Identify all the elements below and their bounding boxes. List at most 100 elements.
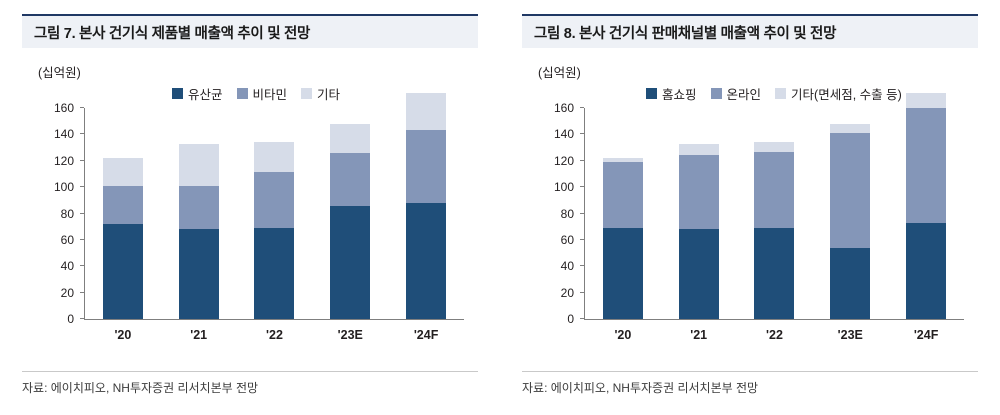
bar-segment	[754, 142, 795, 152]
bar-segment	[178, 185, 219, 230]
bar-stack[interactable]	[406, 92, 447, 319]
x-tick-label: '22	[766, 328, 783, 342]
x-tick-label: '20	[114, 328, 132, 342]
figure-8-legend: 홈쇼핑 온라인 기타(면세점, 수출 등)	[646, 84, 902, 103]
figure-7-y-axis	[84, 108, 85, 320]
y-tick-mark	[80, 212, 84, 214]
legend-label-1: 비타민	[252, 88, 288, 102]
y-tick-mark	[80, 238, 84, 240]
y-tick-mark	[580, 107, 584, 108]
bar-group: '23E	[312, 108, 388, 342]
bar-group: '22	[737, 108, 813, 342]
legend-item-0: 홈쇼핑	[646, 84, 697, 103]
x-tick-label: '24F	[913, 328, 939, 342]
figure-8-y-axis	[584, 108, 585, 320]
legend-item-1: 비타민	[236, 84, 288, 103]
x-tick-label: '20	[614, 328, 632, 342]
legend-swatch-icon-2	[301, 88, 313, 99]
bar-segment	[330, 153, 371, 206]
y-tick-mark	[580, 238, 584, 240]
x-tick-label: '21	[190, 328, 208, 342]
figure-7-y-ticks: 0 20 40 60 80 100 120 140 160	[54, 101, 85, 326]
figure-8-y-ticks: 0 20 40 60 80 100 120 140 160	[554, 101, 585, 326]
bar-stack[interactable]	[602, 157, 643, 319]
bar-segment	[602, 162, 643, 228]
bar-group: '23E	[812, 108, 888, 342]
bar-stack[interactable]	[830, 123, 871, 319]
bar-stack[interactable]	[754, 142, 795, 319]
legend-item-1: 온라인	[710, 84, 762, 103]
y-tick-label: 0	[567, 312, 574, 326]
bar-segment	[678, 154, 719, 230]
y-tick-mark	[580, 133, 584, 135]
figure-7-unit-label: (십억원)	[38, 66, 81, 80]
legend-swatch-icon-2	[775, 88, 787, 99]
y-tick-label: 20	[560, 285, 574, 300]
legend-swatch-icon-1	[236, 88, 248, 99]
legend-label-2: 기타	[317, 88, 341, 102]
figure-7-chart: (십억원) 유산균 비타민 기타	[22, 56, 478, 366]
bar-segment	[254, 171, 295, 228]
y-tick-mark	[80, 265, 84, 267]
figure-8-x-axis	[584, 319, 964, 320]
bar-segment	[830, 133, 871, 248]
figure-panel-8: 그림 8. 본사 건기식 판매채널별 매출액 추이 및 전망 (십억원) 홈쇼핑…	[500, 0, 1000, 415]
bar-segment	[406, 92, 447, 130]
figure-7-plot: 0 20 40 60 80 100 120 140 160 '20 '21 '22 '23E '24F	[54, 92, 464, 342]
figure-7-title-bar: 그림 7. 본사 건기식 제품별 매출액 추이 및 전망	[22, 14, 478, 48]
bar-stack[interactable]	[102, 157, 143, 319]
bar-segment	[830, 123, 871, 134]
y-tick-mark	[80, 318, 84, 319]
bar-stack[interactable]	[330, 123, 371, 319]
y-tick-mark	[80, 291, 84, 293]
y-tick-label: 160	[553, 101, 574, 115]
y-tick-label: 0	[67, 312, 74, 326]
y-tick-label: 40	[560, 259, 574, 274]
bar-segment	[678, 229, 719, 319]
figure-7-source: 자료: 에이치피오, NH투자증권 리서치본부 전망	[22, 371, 478, 396]
bar-group: '21	[161, 108, 237, 342]
figure-8-plot: 0 20 40 60 80 100 120 140 160 '20 '21 '22 '23E '24F	[554, 92, 964, 342]
x-tick-label: '21	[690, 328, 708, 342]
bar-segment	[602, 227, 643, 319]
bar-segment	[906, 108, 947, 223]
bar-segment	[406, 129, 447, 203]
bar-group: '24F	[388, 92, 464, 342]
y-tick-mark	[80, 186, 84, 188]
y-tick-label: 100	[53, 180, 74, 195]
bar-group: '20	[585, 108, 661, 342]
bar-stack[interactable]	[678, 143, 719, 319]
figure-8-source: 자료: 에이치피오, NH투자증권 리서치본부 전망	[522, 371, 978, 396]
y-tick-mark	[580, 212, 584, 214]
legend-swatch-icon-0	[172, 88, 183, 99]
y-tick-mark	[580, 318, 584, 319]
legend-label-0: 유산균	[188, 88, 223, 102]
figure-8-bars: '20 '21 '22 '23E '24F	[585, 92, 964, 342]
y-tick-label: 120	[53, 153, 74, 168]
bar-group: '22	[237, 108, 313, 342]
y-tick-label: 60	[560, 232, 574, 247]
bar-group: '20	[85, 108, 161, 342]
y-tick-label: 40	[60, 259, 74, 274]
bar-stack[interactable]	[254, 142, 295, 319]
bar-stack[interactable]	[906, 92, 947, 319]
bar-segment	[830, 247, 871, 319]
figure-panel-7: 그림 7. 본사 건기식 제품별 매출액 추이 및 전망 (십억원) 유산균 비…	[22, 14, 478, 396]
y-tick-label: 140	[53, 127, 74, 142]
figure-8-chart: (십억원) 홈쇼핑 온라인 기타(면세점, 수출 등)	[522, 56, 978, 366]
bar-segment	[254, 142, 295, 172]
bar-segment	[406, 202, 447, 319]
x-tick-label: '23E	[337, 328, 363, 342]
y-tick-mark	[580, 186, 584, 188]
y-tick-label: 160	[53, 101, 74, 115]
figure-7-x-axis	[84, 319, 464, 320]
legend-label-1: 온라인	[726, 88, 762, 102]
y-tick-label: 60	[60, 232, 74, 247]
y-tick-mark	[580, 265, 584, 267]
y-tick-label: 120	[553, 153, 574, 168]
x-tick-label: '24F	[413, 328, 439, 342]
figure-8-title-bar: 그림 8. 본사 건기식 판매채널별 매출액 추이 및 전망	[522, 14, 978, 48]
bar-segment	[754, 227, 795, 319]
bar-stack[interactable]	[178, 143, 219, 319]
x-tick-label: '22	[266, 328, 283, 342]
